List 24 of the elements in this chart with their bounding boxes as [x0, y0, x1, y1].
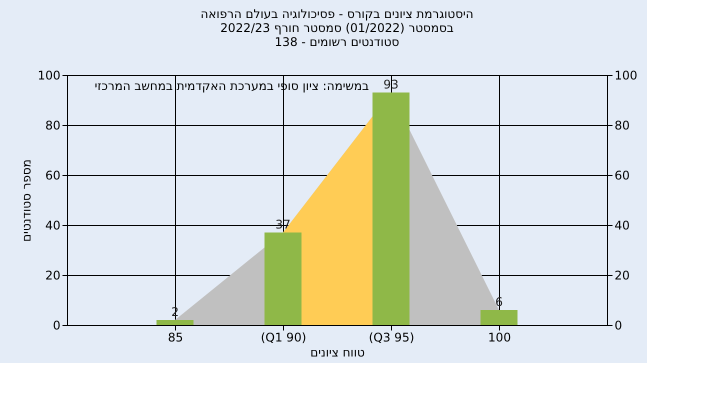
- x-tick-label: 85: [168, 330, 184, 344]
- y2-tick-label: 40: [614, 218, 630, 232]
- y2-tick-label: 20: [614, 268, 630, 282]
- text: בסמסטר (01/2022) סמסטר חורף 2022/23: [220, 21, 454, 35]
- y-tick-label: 60: [45, 168, 60, 182]
- y2-tick-label: 80: [614, 118, 630, 132]
- text: היסטוגרמת ציונים בקורס - פסיכולוגיה בעולם הרפואה: [200, 7, 474, 21]
- y2-tick-label: 60: [614, 168, 630, 182]
- y-tick-label: 80: [45, 118, 60, 132]
- bar: [264, 232, 302, 325]
- x-tick-label: (Q3 95): [368, 330, 414, 344]
- y-axis-title: מספר סטודנטים: [20, 159, 34, 242]
- text: סטודנטים רשומים - 138: [274, 35, 400, 49]
- y-tick-label: 0: [52, 318, 60, 332]
- x-tick-label: 100: [488, 330, 511, 344]
- y-tick-label: 100: [38, 68, 60, 82]
- y2-tick-label: 100: [614, 68, 638, 82]
- x-tick-label: (Q1 90): [260, 330, 306, 344]
- x-axis-title: טווח ציונים: [310, 346, 365, 360]
- y2-tick-label: 0: [614, 318, 622, 332]
- bar: [156, 320, 194, 325]
- y-tick-label: 40: [45, 218, 60, 232]
- bar: [480, 310, 518, 325]
- y-tick-label: 20: [45, 268, 60, 282]
